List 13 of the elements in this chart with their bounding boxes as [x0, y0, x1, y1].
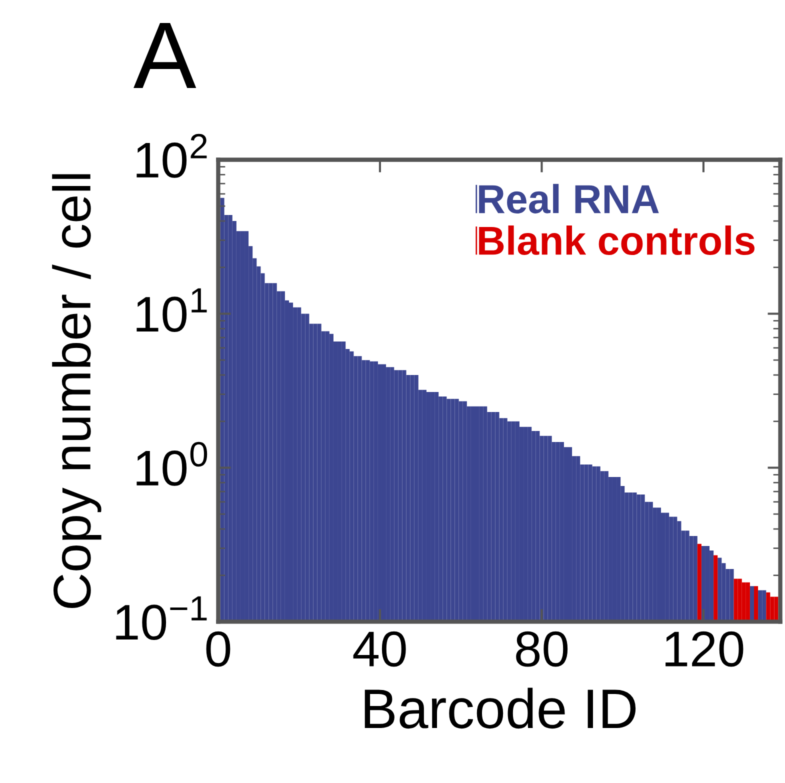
- x-tick-label: 120: [666, 631, 744, 667]
- legend-label: Real RNA: [479, 184, 659, 214]
- chart-title: A: [134, 23, 196, 88]
- y-tick-label: 10$^{−1}$: [116, 596, 207, 640]
- y-axis-title: Copy number / cell: [52, 174, 102, 608]
- x-tick-label: 40: [353, 631, 406, 667]
- x-axis-title: Barcode ID: [364, 688, 636, 729]
- x-tick-label: 0: [206, 631, 230, 667]
- legend-label: Blank controls: [479, 225, 754, 256]
- y-tick-label: 10$^{1}$: [136, 288, 207, 332]
- y-tick-label: 10$^{2}$: [136, 134, 207, 178]
- x-tick-label: 80: [516, 631, 568, 667]
- y-tick-label: 10$^{0}$: [136, 442, 208, 486]
